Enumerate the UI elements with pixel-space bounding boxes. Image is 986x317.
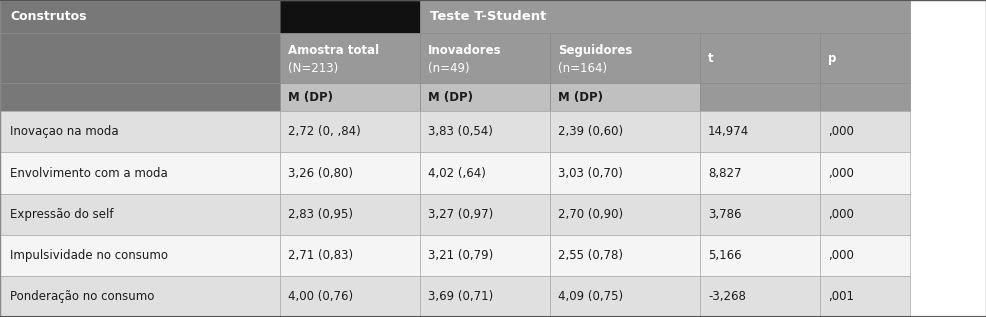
Text: M (DP): M (DP) [428, 91, 473, 104]
Text: Amostra total: Amostra total [288, 44, 380, 57]
Text: 4,00 (0,76): 4,00 (0,76) [288, 290, 353, 303]
Text: Teste T-Student: Teste T-Student [430, 10, 546, 23]
Text: Inovadores: Inovadores [428, 44, 502, 57]
Bar [0, 194, 280, 235]
Bar [700, 194, 820, 235]
Bar [820, 276, 910, 317]
Text: 8,827: 8,827 [708, 166, 741, 179]
Bar [820, 83, 910, 111]
Bar [420, 83, 550, 111]
Bar [550, 235, 700, 276]
Bar [420, 33, 550, 83]
Bar [420, 111, 550, 152]
Bar [700, 276, 820, 317]
Bar [0, 83, 280, 111]
Text: ,000: ,000 [828, 249, 854, 262]
Text: (N=213): (N=213) [288, 62, 338, 75]
Text: 2,83 (0,95): 2,83 (0,95) [288, 208, 353, 221]
Bar [700, 33, 820, 83]
Text: ,000: ,000 [828, 126, 854, 139]
Bar [550, 276, 700, 317]
Bar [700, 235, 820, 276]
Text: Construtos: Construtos [10, 10, 87, 23]
Text: 3,27 (0,97): 3,27 (0,97) [428, 208, 493, 221]
Text: 2,72 (0, ,84): 2,72 (0, ,84) [288, 126, 361, 139]
Bar [820, 152, 910, 194]
Bar [420, 0, 910, 33]
Text: 2,55 (0,78): 2,55 (0,78) [558, 249, 623, 262]
Text: Envolvimento com a moda: Envolvimento com a moda [10, 166, 168, 179]
Text: p: p [828, 52, 836, 65]
Bar [280, 0, 420, 33]
Bar [550, 152, 700, 194]
Bar [280, 83, 420, 111]
Bar [550, 33, 700, 83]
Text: 3,69 (0,71): 3,69 (0,71) [428, 290, 493, 303]
Text: 4,09 (0,75): 4,09 (0,75) [558, 290, 623, 303]
Bar [0, 152, 280, 194]
Text: 2,70 (0,90): 2,70 (0,90) [558, 208, 623, 221]
Bar [0, 276, 280, 317]
Bar [280, 152, 420, 194]
Bar [280, 33, 420, 83]
Bar [700, 83, 820, 111]
Text: 14,974: 14,974 [708, 126, 749, 139]
Text: ,000: ,000 [828, 208, 854, 221]
Bar [820, 194, 910, 235]
Text: 3,26 (0,80): 3,26 (0,80) [288, 166, 353, 179]
Bar [420, 276, 550, 317]
Bar [280, 235, 420, 276]
Text: (n=49): (n=49) [428, 62, 469, 75]
Text: t: t [708, 52, 714, 65]
Text: 2,39 (0,60): 2,39 (0,60) [558, 126, 623, 139]
Text: 2,71 (0,83): 2,71 (0,83) [288, 249, 353, 262]
Bar [550, 194, 700, 235]
Text: 5,166: 5,166 [708, 249, 741, 262]
Bar [550, 83, 700, 111]
Bar [420, 194, 550, 235]
Text: M (DP): M (DP) [558, 91, 603, 104]
Bar [700, 152, 820, 194]
Text: 3,21 (0,79): 3,21 (0,79) [428, 249, 493, 262]
Bar [280, 111, 420, 152]
Text: Ponderação no consumo: Ponderação no consumo [10, 290, 155, 303]
Text: ,001: ,001 [828, 290, 854, 303]
Text: 3,83 (0,54): 3,83 (0,54) [428, 126, 493, 139]
Text: -3,268: -3,268 [708, 290, 745, 303]
Text: Impulsividade no consumo: Impulsividade no consumo [10, 249, 168, 262]
Bar [820, 33, 910, 83]
Text: ,000: ,000 [828, 166, 854, 179]
Bar [820, 111, 910, 152]
Bar [550, 111, 700, 152]
Text: M (DP): M (DP) [288, 91, 333, 104]
Bar [0, 235, 280, 276]
Bar [420, 152, 550, 194]
Bar [280, 194, 420, 235]
Bar [0, 33, 280, 83]
Bar [700, 111, 820, 152]
Bar [420, 235, 550, 276]
Bar [280, 276, 420, 317]
Text: 3,03 (0,70): 3,03 (0,70) [558, 166, 623, 179]
Text: Expressão do self: Expressão do self [10, 208, 113, 221]
Bar [0, 0, 280, 33]
Bar [820, 235, 910, 276]
Bar [0, 111, 280, 152]
Text: 3,786: 3,786 [708, 208, 741, 221]
Text: Seguidores: Seguidores [558, 44, 632, 57]
Text: 4,02 (,64): 4,02 (,64) [428, 166, 486, 179]
Text: (n=164): (n=164) [558, 62, 607, 75]
Text: Inovaçao na moda: Inovaçao na moda [10, 126, 118, 139]
